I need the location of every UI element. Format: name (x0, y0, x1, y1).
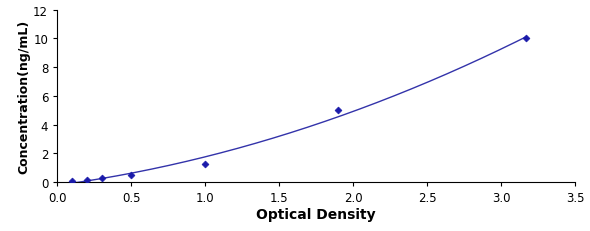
X-axis label: Optical Density: Optical Density (257, 207, 376, 221)
Y-axis label: Concentration(ng/mL): Concentration(ng/mL) (17, 20, 30, 173)
